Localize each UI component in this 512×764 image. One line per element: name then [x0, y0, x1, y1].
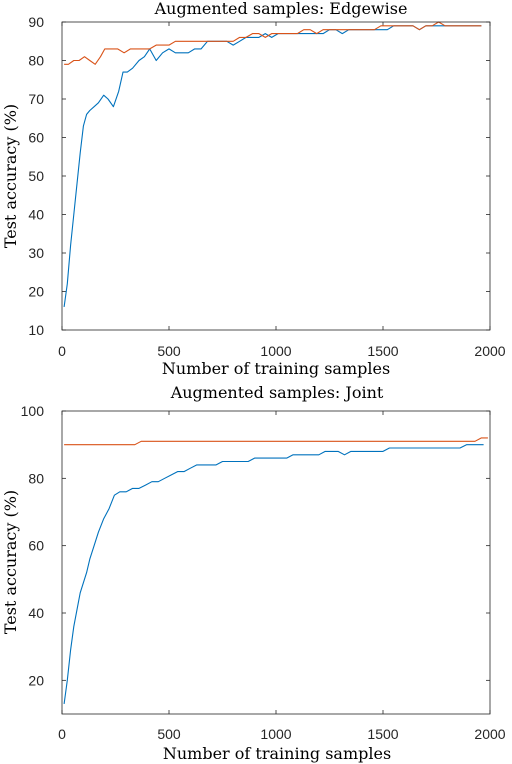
x-axis-label: Number of training samples	[163, 744, 391, 763]
y-tick-label: 100	[21, 403, 45, 419]
series-blue-line	[63, 444, 484, 704]
tick-layer: 0 500 1000 1500 2000 20 40 60 80 100	[21, 403, 506, 742]
y-tick-label: 20	[28, 284, 44, 300]
y-tick-label: 60	[28, 538, 44, 554]
x-tick-label: 1000	[260, 726, 291, 742]
chart-title: Augmented samples: Edgewise	[154, 0, 408, 18]
chart-joint: Augmented samples: Joint 0 500 1000 1500 200…	[1, 383, 506, 763]
x-tick-label: 1500	[367, 343, 398, 359]
y-tick-label: 30	[28, 245, 44, 261]
y-tick-label: 20	[28, 672, 44, 688]
x-tick-label: 500	[157, 726, 181, 742]
y-tick-label: 90	[28, 14, 44, 30]
y-tick-label: 60	[28, 130, 44, 146]
series-orange-line	[64, 21, 482, 65]
y-axis-label: Test accuracy (%)	[1, 104, 20, 248]
y-tick-label: 80	[28, 470, 44, 486]
series-layer	[63, 21, 482, 307]
series-orange-line	[64, 437, 488, 446]
series-blue-line	[63, 25, 482, 307]
y-tick-label: 10	[28, 322, 44, 338]
chart-edgewise: Augmented samples: Edgewise 0 500 1000 1500…	[1, 0, 506, 378]
y-axis-label: Test accuracy (%)	[1, 490, 20, 634]
series-layer	[63, 437, 488, 704]
x-tick-label: 2000	[474, 726, 505, 742]
x-tick-label: 1000	[260, 343, 291, 359]
x-tick-label: 0	[58, 343, 66, 359]
y-tick-label: 80	[28, 53, 44, 69]
x-tick-label: 2000	[474, 343, 505, 359]
x-tick-label: 1500	[367, 726, 398, 742]
x-tick-label: 0	[58, 726, 66, 742]
chart-title: Augmented samples: Joint	[170, 383, 384, 402]
plot-frame	[61, 21, 491, 331]
x-axis-label: Number of training samples	[162, 359, 390, 378]
plot-frame	[61, 410, 491, 715]
y-tick-label: 40	[28, 605, 44, 621]
y-tick-label: 50	[28, 168, 44, 184]
y-tick-label: 70	[28, 91, 44, 107]
y-tick-label: 40	[28, 207, 44, 223]
tick-layer: 0 500 1000 1500 2000 10 20 30 40 50 60 70 80 90	[28, 14, 505, 359]
x-tick-label: 500	[157, 343, 181, 359]
